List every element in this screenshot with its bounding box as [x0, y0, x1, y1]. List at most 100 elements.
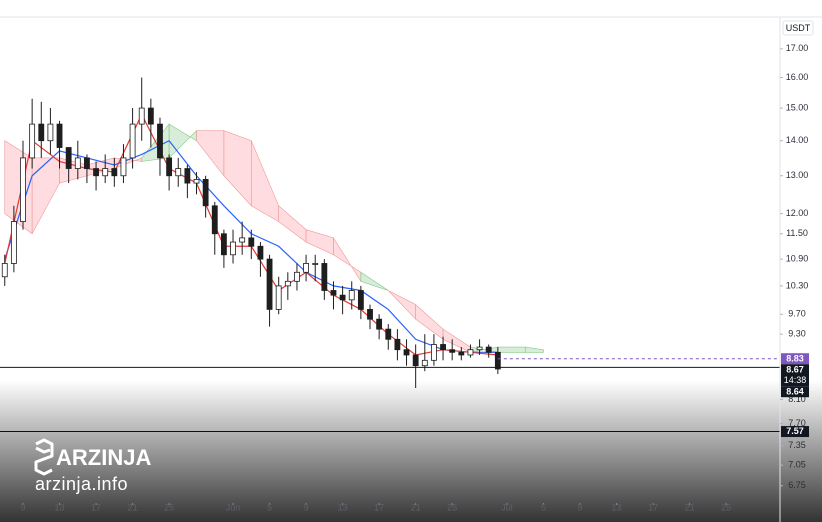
x-tick-label: 17	[648, 502, 658, 512]
plot-area	[0, 77, 780, 433]
candle-body	[93, 168, 99, 177]
candle-body	[248, 237, 255, 247]
y-tick-label: 17.00	[786, 43, 809, 53]
candle-body	[266, 258, 273, 310]
y-tick-label: 10.30	[786, 280, 809, 290]
candle-body	[467, 349, 474, 356]
y-tick-label: 10.90	[786, 253, 809, 263]
logo	[34, 438, 54, 476]
x-tick-label: Jun	[226, 502, 241, 512]
candle-body	[84, 157, 90, 169]
candle-body	[275, 285, 282, 310]
x-tick-label: 9	[304, 502, 309, 512]
countdown: 14:38	[784, 375, 807, 385]
x-tick-label: 21	[128, 502, 138, 512]
price-label: 8.64	[786, 386, 804, 396]
price-label: 8.67	[786, 364, 804, 374]
candle-body	[184, 168, 191, 184]
x-tick-label: 25	[721, 502, 731, 512]
x-tick-label: 5	[541, 502, 546, 512]
candle-body	[257, 245, 264, 260]
candle-body	[202, 179, 209, 207]
y-tick-label: 7.05	[788, 460, 806, 470]
candle-body	[339, 294, 346, 301]
candle-body	[321, 263, 328, 291]
candle-body	[65, 147, 72, 169]
axis-unit: USDT	[786, 23, 811, 33]
x-tick-label: 9	[578, 502, 583, 512]
candle-body	[147, 107, 154, 125]
y-tick-label: 6.75	[788, 480, 806, 490]
candle-body	[412, 354, 419, 367]
x-tick-label: 5	[267, 502, 272, 512]
candle-body	[303, 263, 309, 273]
price-label: 8.83	[786, 353, 804, 363]
cloud-segment	[497, 346, 526, 353]
y-tick-label: 16.00	[786, 72, 809, 82]
price-label-box	[781, 353, 809, 365]
candle-body	[284, 280, 291, 287]
candle-body	[476, 346, 483, 351]
y-tick-label: 9.30	[788, 329, 806, 339]
x-tick-label: 21	[411, 502, 421, 512]
candle-body	[449, 349, 456, 353]
y-tick-label: 7.70	[788, 418, 806, 428]
x-tick-label: 13	[612, 502, 622, 512]
price-label-box	[781, 386, 809, 398]
price-label-box	[781, 426, 809, 438]
y-tick-label: 11.50	[786, 228, 808, 238]
candle-body	[458, 351, 465, 356]
candle-body	[440, 344, 446, 351]
candle-body	[1, 263, 8, 278]
cloud-segment	[360, 271, 389, 291]
cloud-segment	[524, 346, 544, 353]
candle-body	[485, 346, 492, 353]
watermark: ARZINJA arzinja.info	[34, 438, 151, 494]
candle-body	[29, 123, 36, 159]
candle-body	[120, 157, 127, 177]
candle-body	[294, 271, 300, 282]
y-tick-label: 8.10	[788, 394, 806, 404]
x-tick-label: 25	[447, 502, 457, 512]
price-label-box	[781, 364, 809, 387]
candle-body	[175, 168, 182, 177]
candle-body	[10, 221, 17, 264]
x-tick-label: 17	[91, 502, 101, 512]
candle-body	[38, 123, 45, 142]
candle-body	[166, 157, 173, 177]
candle-body	[220, 233, 227, 256]
candle-body	[47, 123, 54, 142]
y-tick-label: 13.00	[786, 170, 809, 180]
candle-body	[312, 263, 319, 265]
candle-body	[211, 205, 218, 235]
candle-body	[421, 359, 428, 367]
url: arzinja.info	[35, 474, 128, 494]
candle-body	[385, 328, 392, 340]
y-tick-label: 15.00	[786, 102, 809, 112]
x-tick-label: Jul	[501, 502, 513, 512]
x-tick-label: 13	[338, 502, 348, 512]
y-tick-label: 9.70	[788, 309, 806, 319]
candle-body	[330, 290, 337, 296]
candle-body	[348, 290, 355, 301]
candle-body	[230, 241, 236, 256]
candle-body	[431, 344, 437, 361]
y-tick-label: 12.00	[786, 208, 809, 218]
candle-body	[403, 349, 410, 356]
candle-body	[74, 157, 81, 169]
candle-body	[367, 309, 373, 320]
y-tick-label: 14.00	[786, 135, 809, 145]
candle-body	[56, 123, 63, 148]
candle-body	[129, 123, 136, 159]
candle-body	[239, 237, 246, 243]
candle-body	[157, 123, 163, 159]
candle-body	[357, 290, 364, 310]
candle-body	[111, 168, 118, 177]
candle-body	[376, 318, 383, 330]
unit-box	[782, 20, 814, 36]
x-tick-label: 13	[55, 502, 65, 512]
price-label: 7.57	[786, 426, 804, 436]
candle-body	[394, 338, 401, 351]
axes: 17.00 16.00 15.00 14.00 13.00 12.00 11.50 10.90…	[21, 17, 809, 522]
